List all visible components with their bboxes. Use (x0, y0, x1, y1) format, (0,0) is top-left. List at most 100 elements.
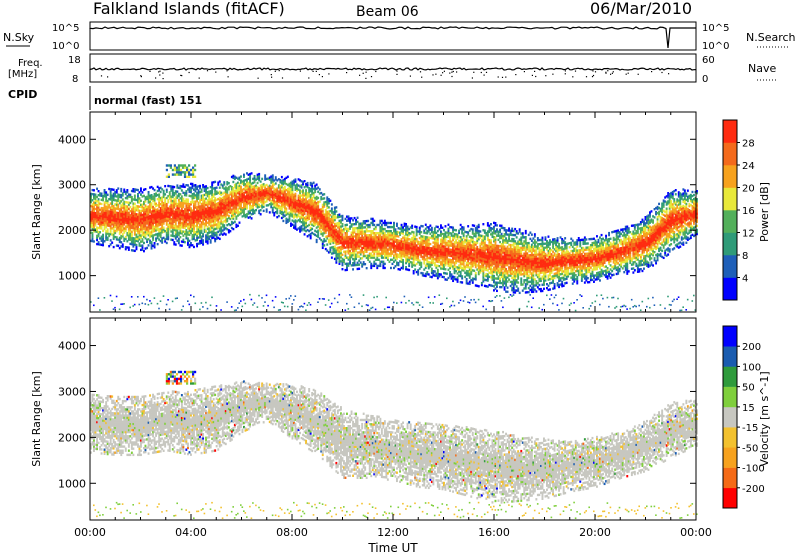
data-cell (315, 195, 318, 199)
data-cell (303, 198, 306, 201)
data-cell (358, 245, 361, 248)
data-cell (109, 208, 112, 211)
data-cell (346, 240, 348, 243)
data-cell (121, 194, 124, 197)
data-cell (144, 247, 147, 250)
data-cell (99, 192, 102, 195)
data-cell (211, 216, 214, 219)
data-cell (340, 239, 342, 243)
data-cell (285, 199, 288, 202)
data-cell (193, 200, 195, 204)
data-cell (430, 226, 433, 230)
data-cell (165, 237, 168, 241)
data-cell (238, 194, 241, 198)
data-cell (332, 231, 335, 234)
nave-point (432, 74, 434, 76)
data-cell (174, 216, 177, 220)
data-cell (324, 209, 327, 212)
data-cell (196, 228, 199, 231)
data-cell (220, 199, 223, 203)
data-cell (303, 208, 306, 211)
data-cell (121, 245, 124, 248)
nave-point (359, 74, 361, 76)
data-cell (199, 211, 202, 214)
data-cell (155, 237, 158, 240)
data-cell (106, 205, 109, 209)
data-cell (333, 239, 336, 242)
data-cell (333, 218, 336, 222)
data-cell (127, 211, 130, 215)
data-cell (103, 225, 106, 229)
data-cell (312, 206, 315, 209)
data-cell (314, 207, 317, 210)
data-cell (249, 209, 252, 213)
data-cell (327, 198, 330, 201)
data-cell (208, 192, 211, 195)
data-cell (312, 218, 315, 221)
data-cell (153, 246, 156, 249)
data-cell (323, 219, 326, 223)
data-cell (421, 306, 424, 308)
data-cell (397, 263, 400, 267)
data-cell (168, 228, 171, 231)
nave-point (607, 70, 609, 72)
data-cell (93, 201, 95, 204)
data-cell (279, 201, 282, 204)
data-cell (300, 200, 303, 203)
data-cell (238, 176, 241, 179)
data-cell (211, 212, 214, 215)
data-cell (352, 231, 355, 234)
data-cell (155, 221, 158, 224)
data-cell (244, 199, 247, 202)
data-cell (218, 186, 221, 189)
data-cell (168, 185, 171, 188)
data-cell (302, 213, 305, 217)
data-cell (200, 302, 203, 304)
data-cell (182, 210, 185, 213)
data-cell (353, 229, 356, 232)
data-cell (132, 229, 135, 232)
data-cell (173, 212, 176, 215)
data-cell (188, 225, 191, 228)
data-cell (359, 253, 362, 256)
data-cell (174, 196, 177, 199)
data-cell (211, 224, 214, 227)
data-cell (137, 193, 139, 196)
data-cell (253, 181, 256, 184)
data-cell (311, 205, 314, 208)
data-cell (243, 181, 245, 185)
data-cell (114, 207, 117, 210)
data-cell (377, 252, 380, 255)
data-cell (214, 193, 217, 196)
data-cell (171, 187, 174, 190)
data-cell (294, 223, 297, 226)
data-cell (200, 241, 203, 245)
data-cell (206, 193, 209, 196)
data-cell (321, 234, 324, 237)
data-cell (321, 218, 324, 221)
data-cell (199, 209, 202, 212)
data-cell (179, 236, 182, 239)
data-cell (282, 191, 285, 194)
data-cell (311, 201, 314, 204)
data-cell (364, 248, 367, 252)
data-cell (365, 242, 368, 245)
data-cell (343, 230, 345, 233)
data-cell (223, 209, 226, 213)
data-cell (188, 219, 191, 222)
data-cell (174, 202, 177, 205)
data-cell (455, 229, 458, 232)
data-cell (349, 239, 352, 243)
data-cell (458, 231, 461, 235)
data-cell (177, 194, 180, 198)
data-cell (112, 227, 115, 230)
data-cell (159, 223, 162, 226)
nave-point (497, 76, 499, 78)
nave-point (365, 71, 367, 73)
data-cell (317, 233, 320, 236)
data-cell (187, 204, 189, 208)
data-cell (152, 226, 155, 229)
data-cell (427, 273, 430, 276)
data-cell (308, 215, 311, 218)
data-cell (374, 227, 377, 231)
